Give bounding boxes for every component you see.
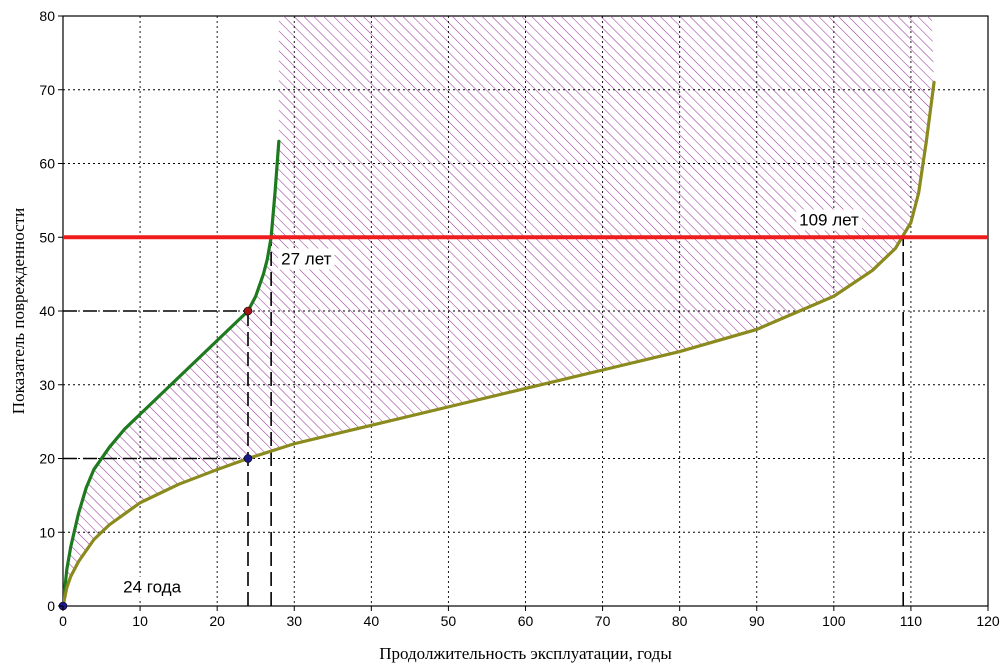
y-tick-label: 30	[39, 377, 55, 393]
annotation-label: 24 года	[123, 578, 181, 597]
x-tick-label: 30	[286, 613, 302, 629]
data-point-marker	[243, 454, 253, 463]
y-tick-label: 40	[39, 303, 55, 319]
annotation-label: 27 лет	[281, 250, 331, 269]
series-line-0	[63, 139, 281, 606]
x-tick-label: 10	[132, 613, 148, 629]
y-axis-title: Показатель поврежденности	[9, 208, 28, 414]
y-tick-label: 20	[39, 451, 55, 467]
annotation-background	[120, 576, 185, 598]
x-tick-label: 80	[672, 613, 688, 629]
y-tick-label: 60	[39, 156, 55, 172]
y-tick-label: 70	[39, 82, 55, 98]
annotation-background	[796, 209, 863, 231]
series-line-1	[63, 80, 936, 606]
x-tick-label: 120	[976, 613, 1000, 629]
annotation-background	[278, 248, 335, 270]
y-tick-label: 80	[39, 8, 55, 24]
x-tick-label: 100	[822, 613, 846, 629]
x-tick-label: 90	[749, 613, 765, 629]
x-tick-label: 0	[59, 613, 67, 629]
x-tick-label: 110	[900, 613, 923, 629]
annotation-label: 109 лет	[799, 210, 859, 229]
x-tick-label: 40	[364, 613, 380, 629]
y-tick-label: 0	[47, 598, 55, 614]
x-tick-label: 20	[209, 613, 225, 629]
x-tick-label: 70	[595, 613, 611, 629]
x-tick-label: 60	[518, 613, 534, 629]
x-axis-title: Продолжительность эксплуатации, годы	[379, 644, 672, 663]
y-tick-label: 50	[39, 229, 55, 245]
data-point-marker	[243, 306, 253, 316]
y-tick-label: 10	[39, 524, 55, 540]
x-tick-label: 50	[441, 613, 457, 629]
